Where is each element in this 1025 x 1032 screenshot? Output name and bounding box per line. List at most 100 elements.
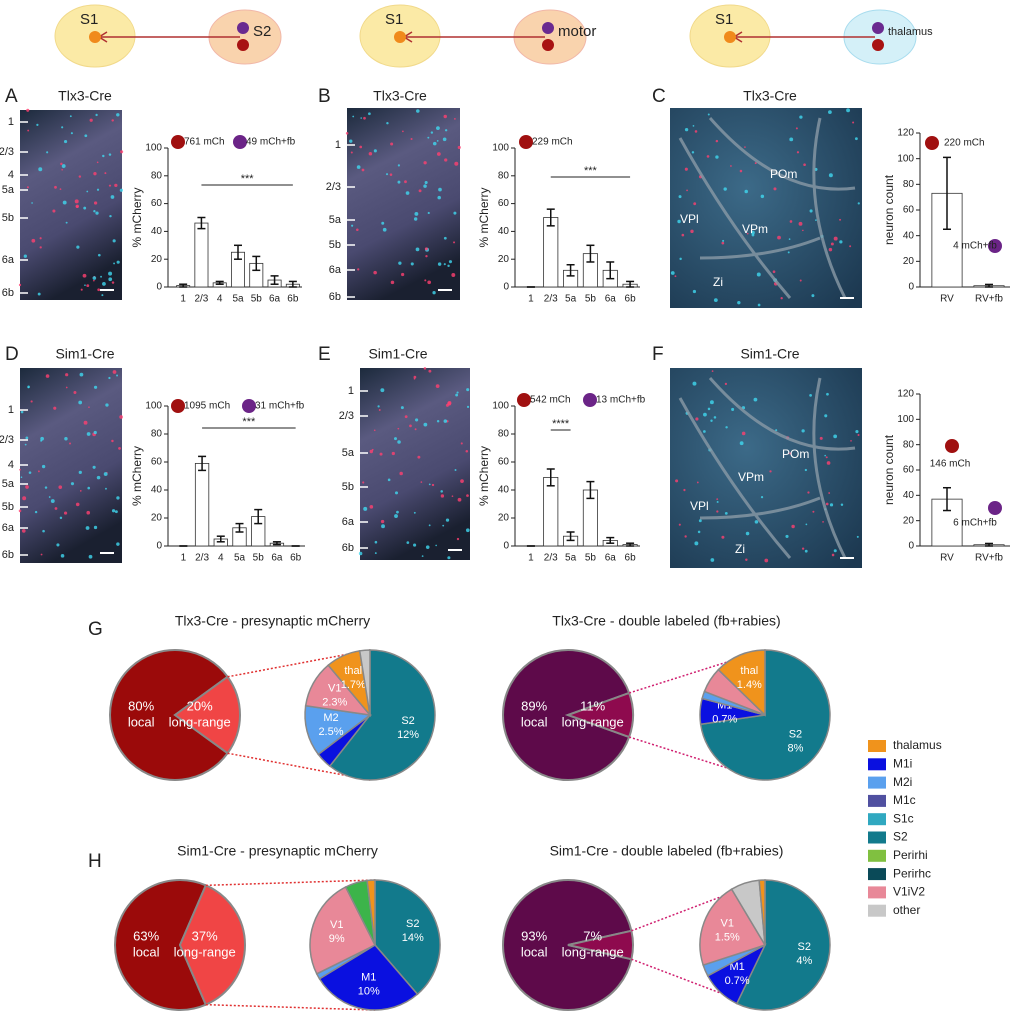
x-tick-label: 6b [290,553,302,564]
cell-dot [707,407,711,411]
cell-dot [397,427,400,430]
cell-dot [79,372,84,377]
cell-dot [93,171,97,176]
y-tick-label: 100 [492,143,509,154]
cell-dot [374,540,378,544]
cell-dot [93,525,98,530]
cell-dot [744,146,746,148]
cell-dot [349,139,353,143]
x-tick-label: 5b [253,553,265,564]
cell-dot [416,109,420,113]
cell-dot [442,524,445,527]
cell-dot [46,151,49,154]
cell-dot [374,552,377,555]
cell-dot [722,239,725,242]
cell-dot [839,240,843,244]
cell-dot [102,154,105,158]
slice-name: S2 [789,728,802,740]
slice-value-label: 4% [796,955,812,967]
cell-dot [440,490,443,493]
y-tick-label: 120 [897,389,914,400]
legend-label: M2i [893,775,912,789]
cell-dot [394,491,399,495]
slice-value-label: 10% [358,986,380,998]
cell-dot [104,172,107,175]
cell-dot [739,169,743,173]
pie-value-label: 89% [521,698,547,713]
cell-dot [89,118,93,122]
cell-dot [423,422,428,427]
cell-dot [59,516,63,520]
cell-dot [369,505,374,509]
target-label: motor [558,23,596,40]
retro-neuron [237,22,249,34]
pie-category-label: long-range [562,944,624,959]
cell-dot [745,558,748,561]
cell-dot [709,400,714,405]
panel-letter: A [5,86,18,107]
micrograph [20,368,122,563]
cell-dot [116,374,119,377]
cell-dot [20,476,23,478]
layer-label: 5a [2,478,15,490]
y-tick-label: 20 [903,515,915,526]
cell-dot [27,385,30,389]
cell-dot [711,370,714,373]
cell-dot [420,481,423,483]
cell-dot [850,440,852,442]
y-tick-label: 40 [151,485,163,496]
y-axis-label: % mCherry [130,187,144,247]
cell-dot [423,184,427,188]
cell-dot [397,164,400,167]
cell-dot [401,272,405,277]
cell-dot [112,239,116,243]
slice-value-label: 2.5% [318,726,343,738]
cell-dot [406,541,410,544]
cell-dot [357,268,360,271]
cell-dot [119,415,123,419]
slice-value-label: 0.7% [712,714,737,726]
y-tick-label: 0 [156,282,162,293]
cell-dot [460,442,463,445]
cell-dot [111,119,114,122]
cell-dot [723,187,727,191]
legend-label: Perirhi [893,848,928,862]
cell-dot [777,235,781,240]
cell-dot [754,162,757,165]
cell-dot [424,180,428,185]
cell-dot [427,136,430,139]
cell-dot [430,131,434,134]
cell-dot [112,370,117,374]
zoom-line [205,879,376,887]
cell-dot [387,478,391,482]
cell-dot [825,502,829,506]
cell-dot [399,471,403,476]
x-tick-label: 2/3 [195,553,209,564]
cell-dot [101,294,104,297]
cell-dot [751,230,755,235]
legend-swatch [868,904,886,917]
cell-dot [377,405,380,408]
zoom-line [205,1003,376,1011]
cell-dot [92,465,96,469]
pie-title: Sim1-Cre - presynaptic mCherry [177,843,378,859]
cell-dot [443,419,448,423]
annotation: 220 mCh [944,138,985,149]
layer-label: 6b [2,287,14,299]
cell-dot [70,482,75,486]
cell-dot [788,238,791,240]
cell-dot [828,492,831,494]
cell-dot [79,490,82,492]
cell-dot [706,155,710,158]
micrograph [347,108,460,300]
cell-dot [97,253,101,257]
y-tick-label: 80 [498,170,510,181]
cell-dot [721,535,725,539]
cell-dot [92,276,97,280]
pie-slice [758,879,766,946]
y-tick-label: 40 [151,226,163,237]
cell-dot [831,553,835,557]
cell-dot [108,153,112,156]
cell-dot [438,187,442,192]
cell-dot [437,262,442,266]
